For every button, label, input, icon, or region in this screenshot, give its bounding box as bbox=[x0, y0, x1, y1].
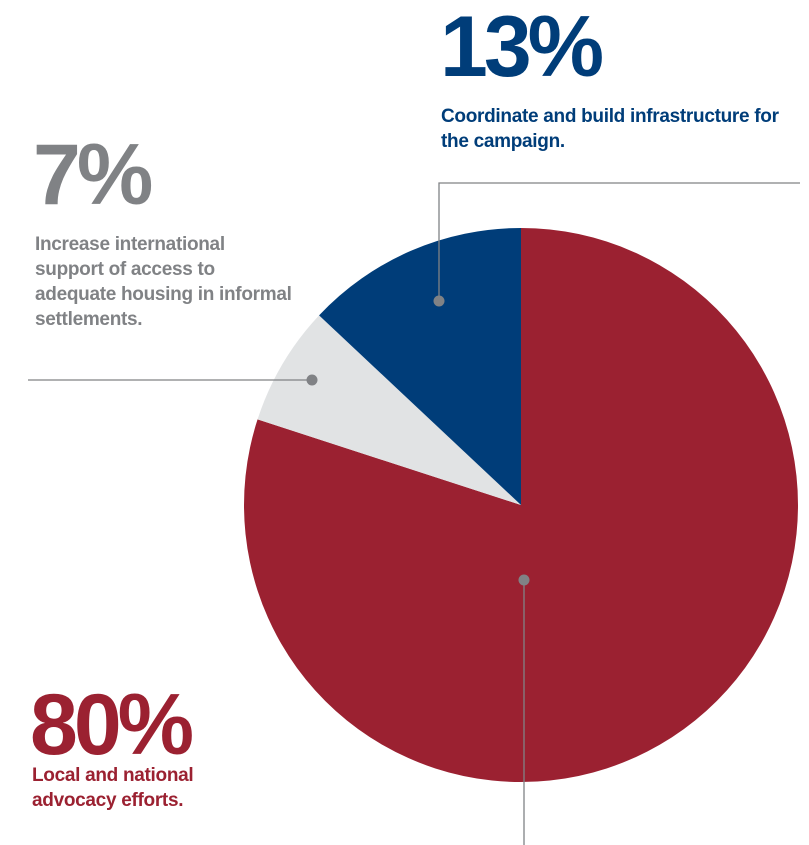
leader-dot-local bbox=[518, 574, 530, 586]
percent-label-coordinate: 13% bbox=[440, 0, 604, 95]
description-local: Local and national advocacy efforts. bbox=[32, 765, 194, 811]
leader-line-coordinate bbox=[438, 182, 800, 301]
pie-slice-international bbox=[257, 315, 521, 505]
description-coordinate: Coordinate and build infrastructure for … bbox=[441, 106, 779, 152]
description-international: Increase international support of access… bbox=[35, 234, 292, 330]
pie-slices bbox=[244, 228, 799, 782]
percent-label-international: 7% bbox=[33, 127, 153, 223]
percent-label-local: 80% bbox=[30, 677, 194, 773]
leader-dot-international bbox=[306, 374, 318, 386]
pie-slice-coordinate bbox=[319, 228, 521, 505]
leader-lines bbox=[28, 182, 800, 845]
leader-dot-coordinate bbox=[433, 295, 445, 307]
